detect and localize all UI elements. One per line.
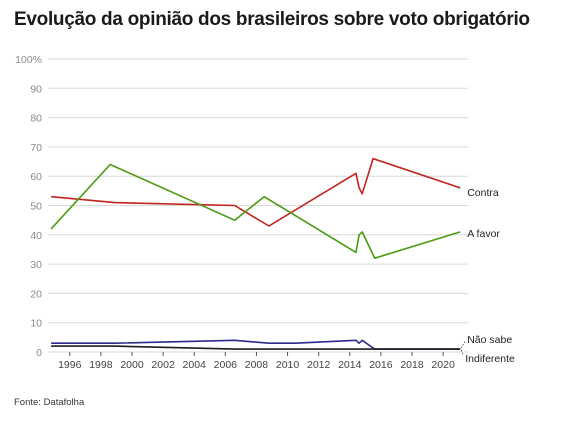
x-tick-label: 2016 [369,359,393,371]
x-tick-label: 2004 [183,359,207,371]
series-line-contra [51,157,461,227]
series-labels: Contra A favor Não sabe Indiferente [460,187,515,365]
y-tick-label: 60 [30,171,42,183]
source-note: Fonte: Datafolha [14,397,85,408]
leader-line [460,349,464,356]
y-tick-label: 10 [30,318,42,330]
x-tick-label: 2014 [338,359,362,371]
x-tick-label: 1996 [58,359,82,371]
y-axis-ticks: 100% 90 80 70 60 50 40 30 20 10 0 [15,54,42,359]
x-tick-label: 2012 [307,359,331,371]
y-tick-label: 100% [15,54,42,66]
x-tick-label: 2000 [120,359,144,371]
series-lines [50,157,461,350]
leader-line [460,340,466,349]
x-tick-label: 2006 [214,359,238,371]
y-tick-label: 30 [30,259,42,271]
series-line-a-favor [50,163,461,260]
series-label-nao-sabe: Não sabe [467,334,512,346]
y-tick-label: 50 [30,201,42,213]
series-label-indiferente: Indiferente [465,353,515,365]
y-tick-label: 0 [36,347,42,359]
gridlines [48,58,468,353]
y-tick-label: 40 [30,230,42,242]
x-tick-label: 2018 [400,359,424,371]
series-label-a-favor: A favor [467,228,500,240]
x-tick-label: 2002 [151,359,175,371]
x-tick-label: 2020 [431,359,455,371]
series-label-contra: Contra [467,187,499,199]
y-tick-label: 80 [30,113,42,125]
y-tick-label: 70 [30,142,42,154]
x-tick-label: 2008 [245,359,269,371]
y-tick-label: 90 [30,83,42,95]
x-axis-ticks: 1996 1998 2000 2002 2004 2006 2008 2010 2012 2014… [58,352,455,371]
series-line-nao-sabe [51,339,461,350]
chart-title: Evolução da opinião dos brasileiros sobr… [14,9,530,30]
series-line-indiferente [51,345,461,350]
y-tick-label: 20 [30,288,42,300]
x-tick-label: 2010 [276,359,300,371]
x-tick-label: 1998 [89,359,113,371]
